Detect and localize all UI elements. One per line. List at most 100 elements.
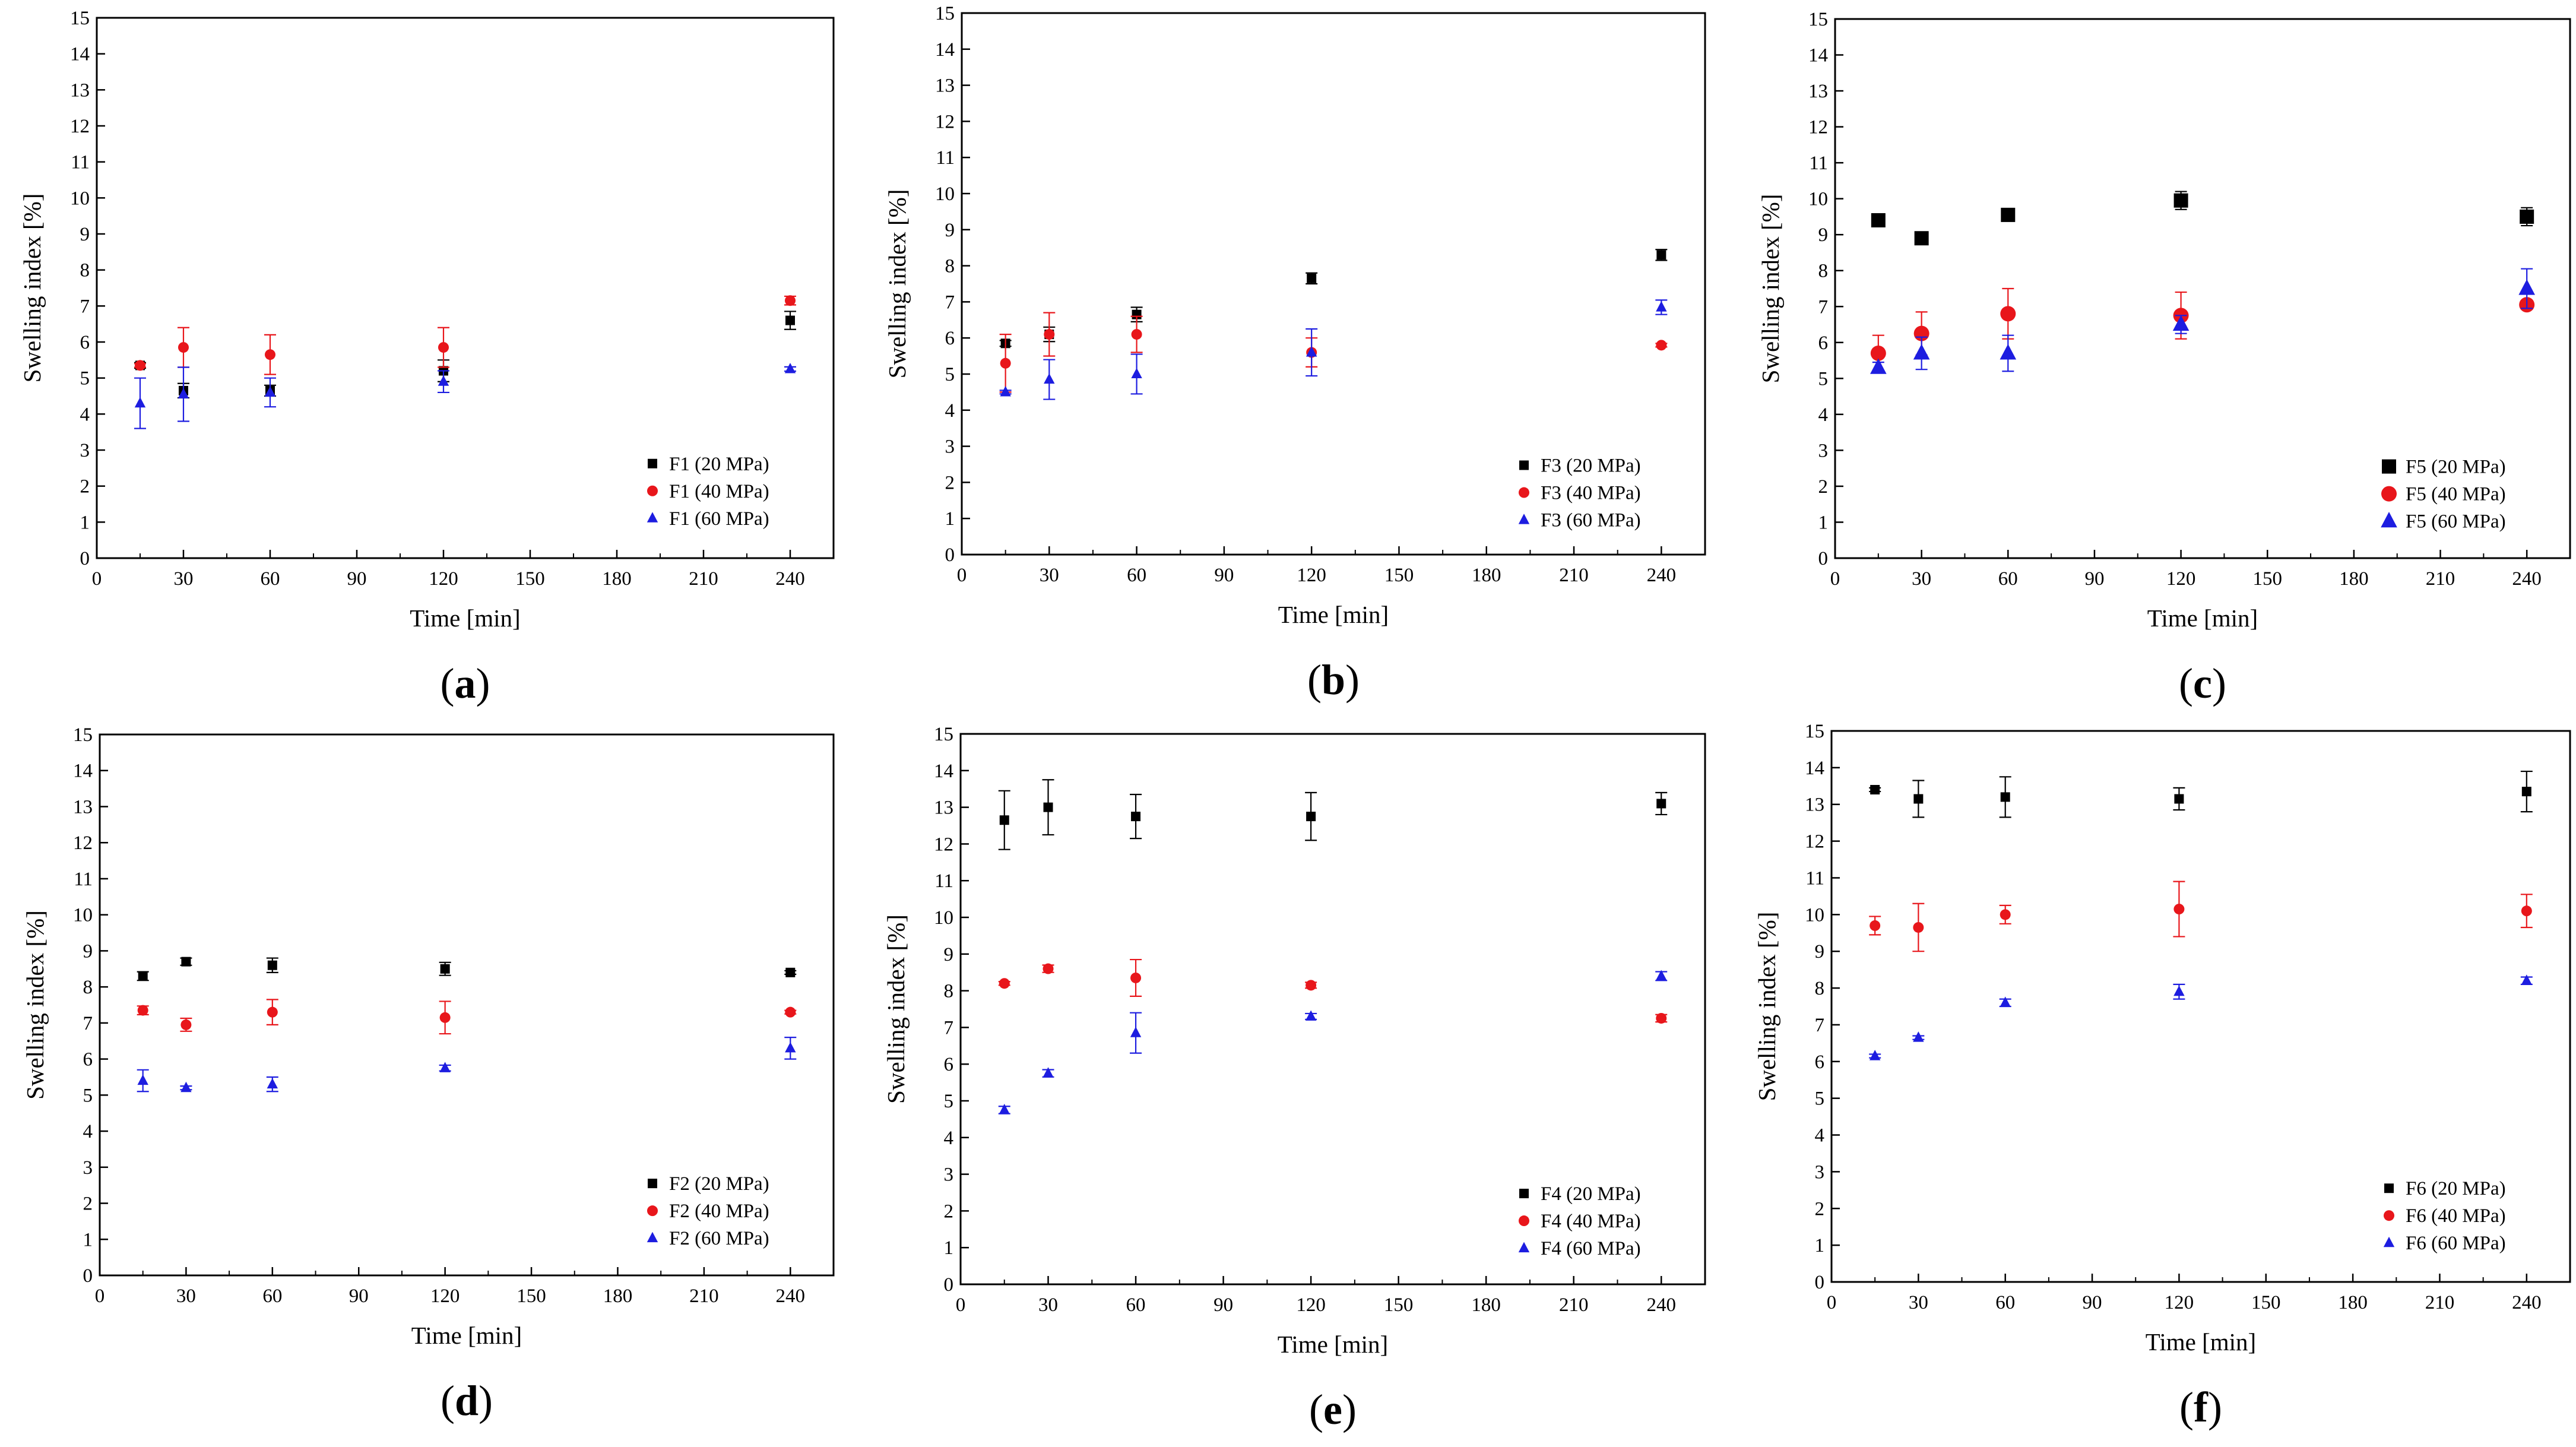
plot-frame	[959, 733, 1706, 1285]
series-square	[1869, 770, 2533, 818]
series-circle	[134, 295, 796, 375]
x-tick-label: 180	[1471, 1294, 1501, 1316]
legend-label: F5 (60 MPa)	[2406, 511, 2506, 533]
y-tick-label: 12	[73, 832, 93, 854]
legend-entry: F3 (40 MPa)	[1519, 483, 1641, 504]
legend-entry: F5 (40 MPa)	[2381, 484, 2506, 505]
data-point-square	[2521, 787, 2531, 797]
y-tick-label: 11	[71, 152, 90, 173]
legend-entry: F2 (40 MPa)	[647, 1201, 769, 1222]
y-tick-label: 1	[1815, 1235, 1825, 1256]
x-tick-label: 30	[176, 1285, 196, 1307]
data-point-triangle	[1656, 970, 1667, 980]
legend-label: F4 (20 MPa)	[1541, 1183, 1641, 1205]
y-tick-label: 15	[935, 3, 955, 24]
legend-marker-square	[1519, 1189, 1529, 1199]
y-tick-label: 10	[73, 905, 93, 926]
series-square	[998, 779, 1668, 850]
data-point-circle	[1130, 972, 1142, 983]
x-axis-label: Time [min]	[410, 604, 520, 632]
y-tick-label: 11	[936, 147, 955, 169]
y-tick-label: 13	[1808, 81, 1828, 102]
legend-entry: F6 (20 MPa)	[2384, 1178, 2506, 1199]
y-tick-label: 13	[70, 80, 90, 101]
y-tick-label: 3	[80, 440, 90, 461]
y-tick-label: 13	[934, 797, 953, 819]
y-tick-label: 0	[944, 1274, 954, 1296]
data-point-triangle	[999, 1104, 1010, 1114]
legend-entry: F4 (40 MPa)	[1519, 1211, 1641, 1232]
legend-label: F6 (40 MPa)	[2406, 1205, 2506, 1227]
data-point-circle	[1656, 340, 1667, 351]
data-point-square	[1306, 812, 1316, 822]
data-point-circle	[439, 1012, 451, 1023]
data-point-square	[785, 315, 795, 325]
y-tick-label: 9	[1818, 224, 1829, 246]
y-tick-label: 14	[934, 761, 953, 782]
data-point-circle	[999, 978, 1010, 989]
x-tick-label: 150	[1384, 1294, 1414, 1316]
data-point-triangle	[1044, 373, 1055, 384]
x-tick-label: 180	[1472, 565, 1501, 586]
y-tick-label: 3	[1818, 440, 1829, 461]
y-tick-label: 6	[80, 332, 90, 353]
data-point-triangle	[439, 1062, 451, 1072]
x-tick-label: 180	[602, 568, 632, 590]
y-tick-label: 4	[80, 404, 90, 425]
data-point-circle	[135, 360, 145, 371]
y-tick-label: 7	[944, 1017, 954, 1038]
y-axis-label: Swelling index [%]	[18, 194, 46, 383]
legend-label: F6 (60 MPa)	[2406, 1233, 2506, 1254]
series-triangle	[1869, 974, 2533, 1060]
y-axis-label: Swelling index [%]	[1757, 194, 1784, 384]
legend-entry: F1 (20 MPa)	[648, 454, 769, 475]
y-tick-label: 5	[944, 1091, 954, 1112]
legend-marker-square	[648, 458, 657, 468]
x-tick-label: 90	[347, 568, 367, 590]
y-tick-label: 7	[1815, 1015, 1825, 1036]
series-circle	[1870, 287, 2535, 372]
y-tick-label: 6	[945, 328, 955, 349]
y-tick-label: 5	[83, 1085, 93, 1106]
y-tick-label: 2	[83, 1193, 93, 1215]
data-point-square	[267, 960, 277, 970]
y-tick-label: 2	[1818, 476, 1829, 498]
panel-letter: c	[2193, 660, 2212, 707]
x-tick-label: 150	[2252, 568, 2282, 590]
y-axis-label: Swelling index [%]	[1753, 912, 1780, 1101]
data-point-circle	[137, 1005, 148, 1016]
legend-marker-triangle	[2383, 1236, 2395, 1247]
data-point-triangle	[1306, 346, 1317, 357]
legend-label: F4 (40 MPa)	[1541, 1211, 1641, 1232]
x-tick-label: 60	[1995, 1292, 2015, 1313]
series-triangle	[1870, 268, 2535, 374]
y-tick-label: 3	[83, 1157, 93, 1179]
chart-panel-b: 0 30 60 90 120 150 180 210 240012345678910111213…	[883, 3, 1706, 704]
data-point-circle	[180, 1019, 192, 1030]
data-point-circle	[1913, 922, 1924, 933]
data-point-square	[1913, 794, 1924, 804]
panel-label: (f)	[2179, 1383, 2222, 1431]
y-tick-label: 7	[83, 1013, 93, 1034]
y-tick-label: 1	[944, 1237, 954, 1259]
data-point-triangle	[1913, 1031, 1924, 1042]
y-tick-label: 12	[70, 116, 90, 137]
legend-marker-square	[2382, 459, 2396, 474]
series-triangle	[134, 363, 796, 429]
legend-marker-triangle	[1518, 514, 1530, 524]
x-tick-label: 0	[1827, 1292, 1837, 1313]
plot-frame	[1834, 18, 2571, 559]
data-point-triangle	[134, 397, 146, 408]
y-axis-label: Swelling index [%]	[883, 189, 911, 379]
x-tick-label: 60	[1998, 568, 2018, 590]
legend-entry: F4 (20 MPa)	[1519, 1183, 1641, 1205]
data-point-triangle	[1656, 301, 1667, 312]
legend-label: F6 (20 MPa)	[2406, 1178, 2506, 1199]
data-point-triangle	[1870, 358, 1887, 374]
legend-label: F3 (20 MPa)	[1541, 455, 1641, 477]
y-tick-label: 1	[83, 1229, 93, 1250]
y-tick-label: 2	[1815, 1198, 1825, 1220]
x-tick-label: 210	[2426, 568, 2455, 590]
x-tick-label: 210	[689, 1285, 719, 1307]
x-tick-label: 30	[174, 568, 194, 590]
